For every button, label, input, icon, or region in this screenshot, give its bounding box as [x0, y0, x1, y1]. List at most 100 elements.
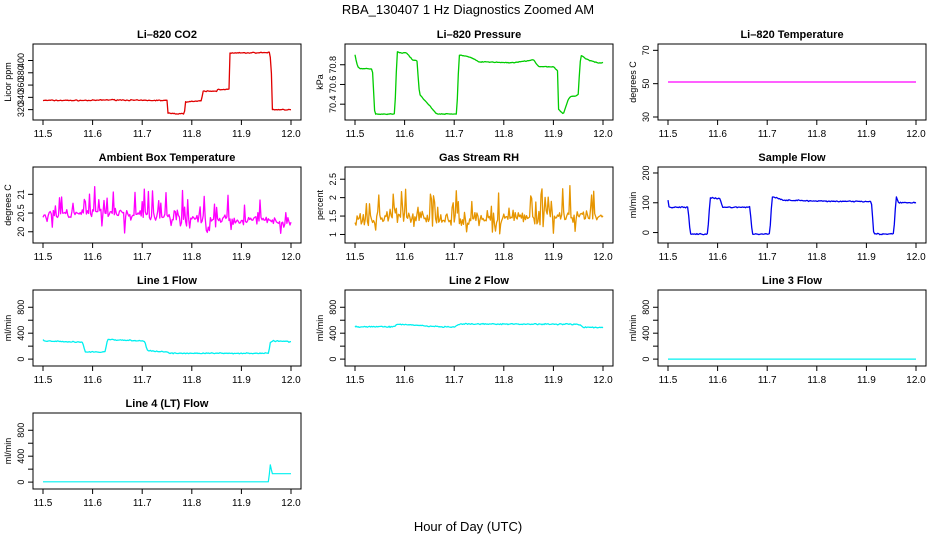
panel-title: Line 3 Flow — [762, 275, 822, 287]
y-axis-label: ml/min — [628, 315, 638, 342]
x-tick-label: 11.7 — [445, 375, 464, 386]
y-tick-label: 0 — [328, 357, 338, 362]
x-tick-label: 11.8 — [494, 375, 513, 386]
x-tick-label: 11.9 — [544, 252, 563, 263]
y-tick-label: 70.8 — [328, 56, 338, 74]
x-tick-label: 12.0 — [593, 375, 613, 386]
series-line-line-2-flow — [354, 322, 604, 329]
y-tick-label: 30 — [641, 112, 651, 122]
y-tick-label: 2.5 — [328, 173, 338, 186]
x-tick-label: 11.5 — [659, 375, 678, 386]
x-tick-label: 12.0 — [593, 129, 613, 140]
x-tick-label: 11.5 — [34, 498, 53, 509]
x-tick-label: 12.0 — [281, 129, 301, 140]
x-tick-label: 12.0 — [906, 252, 926, 263]
y-tick-label: 800 — [16, 300, 26, 315]
x-tick-label: 11.6 — [83, 375, 102, 386]
x-tick-label: 11.7 — [133, 498, 152, 509]
panel-li-820-temperature: Li–820 Temperature degrees C 11.5 11.6 11.7 1… — [628, 29, 927, 140]
y-tick-label: 50 — [641, 79, 651, 89]
x-tick-label: 11.8 — [182, 498, 201, 509]
y-axis-label: ml/min — [628, 192, 638, 219]
figure-xlabel: Hour of Day (UTC) — [414, 519, 522, 534]
x-tick-label: 11.8 — [494, 252, 513, 263]
y-tick-label: 0 — [641, 230, 651, 235]
y-axis-label: kPa — [315, 74, 325, 90]
y-tick-label: 70.4 — [328, 95, 338, 113]
x-tick-label: 11.8 — [807, 375, 826, 386]
panel-title: Li–820 Pressure — [437, 29, 521, 41]
x-tick-label: 11.7 — [758, 129, 777, 140]
y-tick-label: 0 — [16, 480, 26, 485]
x-tick-label: 11.9 — [544, 375, 563, 386]
series-line-li-820-pressure — [354, 51, 604, 116]
x-tick-label: 11.5 — [34, 375, 53, 386]
y-tick-label: 70 — [641, 45, 651, 55]
x-tick-label: 11.6 — [395, 129, 414, 140]
x-tick-label: 11.8 — [182, 375, 201, 386]
x-tick-label: 11.6 — [708, 375, 727, 386]
y-axis-label: ml/min — [315, 315, 325, 342]
x-tick-label: 11.6 — [395, 252, 414, 263]
x-tick-label: 11.6 — [708, 252, 727, 263]
x-tick-label: 11.5 — [659, 252, 678, 263]
x-tick-label: 11.6 — [395, 375, 414, 386]
x-tick-label: 11.7 — [758, 252, 777, 263]
plot-frame — [32, 412, 302, 490]
x-tick-label: 12.0 — [906, 129, 926, 140]
series-line-gas-stream-rh — [354, 184, 604, 235]
y-axis-label: degrees C — [3, 184, 13, 226]
panel-title: Li–820 Temperature — [740, 29, 843, 41]
panel-li-820-pressure: Li–820 Pressure kPa 11.5 11.6 11.7 11.8 11.9 12… — [315, 29, 614, 140]
x-tick-label: 12.0 — [593, 252, 613, 263]
y-tick-label: 21 — [16, 189, 26, 199]
series-line-li-820-co2 — [42, 51, 292, 115]
x-tick-label: 11.8 — [182, 252, 201, 263]
x-tick-label: 11.7 — [758, 375, 777, 386]
plot-frame — [344, 43, 614, 121]
x-tick-label: 12.0 — [906, 375, 926, 386]
panel-title: Gas Stream RH — [439, 152, 519, 164]
y-tick-label: 400 — [16, 449, 26, 464]
plot-frame — [657, 43, 927, 121]
panel-line-4-lt-flow: Line 4 (LT) Flow ml/min 11.5 11.6 11.7 11.8 11… — [3, 398, 302, 509]
y-tick-label: 20 — [16, 227, 26, 237]
panel-title: Line 2 Flow — [449, 275, 509, 287]
panel-title: Li–820 CO2 — [137, 29, 197, 41]
x-tick-label: 11.7 — [445, 252, 464, 263]
y-axis-label: Licor ppm — [3, 62, 13, 102]
y-tick-label: 100 — [641, 195, 651, 210]
y-tick-label: 320 — [16, 102, 26, 117]
x-tick-label: 11.9 — [857, 375, 876, 386]
x-tick-label: 11.6 — [708, 129, 727, 140]
panel-line-3-flow: Line 3 Flow ml/min 11.5 11.6 11.7 11.8 11.9 12.… — [628, 275, 927, 386]
plot-frame — [344, 166, 614, 244]
x-tick-label: 11.9 — [857, 252, 876, 263]
y-axis-label: ml/min — [3, 438, 13, 465]
panel-sample-flow: Sample Flow ml/min 11.5 11.6 11.7 11.8 11.9 12.… — [628, 152, 927, 263]
y-axis-label: degrees C — [628, 61, 638, 103]
x-tick-label: 11.5 — [346, 375, 365, 386]
x-tick-label: 11.5 — [34, 252, 53, 263]
y-tick-label: 2 — [328, 195, 338, 200]
y-tick-label: 1 — [328, 232, 338, 237]
y-tick-label: 0 — [641, 357, 651, 362]
plot-frame — [657, 166, 927, 244]
x-tick-label: 11.8 — [182, 129, 201, 140]
y-tick-label: 400 — [16, 326, 26, 341]
y-tick-label: 800 — [641, 300, 651, 315]
panel-title: Line 1 Flow — [137, 275, 197, 287]
x-tick-label: 11.6 — [83, 498, 102, 509]
x-tick-label: 11.7 — [133, 252, 152, 263]
panel-li-820-co2: Li–820 CO2 Licor ppm 11.5 11.6 11.7 11.8 11.9 1… — [3, 29, 302, 140]
x-tick-label: 11.9 — [857, 129, 876, 140]
x-tick-label: 11.9 — [232, 129, 251, 140]
y-tick-label: 200 — [641, 165, 651, 180]
x-tick-label: 11.8 — [807, 252, 826, 263]
y-tick-label: 400 — [16, 53, 26, 68]
x-tick-label: 11.9 — [232, 498, 251, 509]
y-tick-label: 70.6 — [328, 76, 338, 94]
x-tick-label: 11.9 — [232, 375, 251, 386]
